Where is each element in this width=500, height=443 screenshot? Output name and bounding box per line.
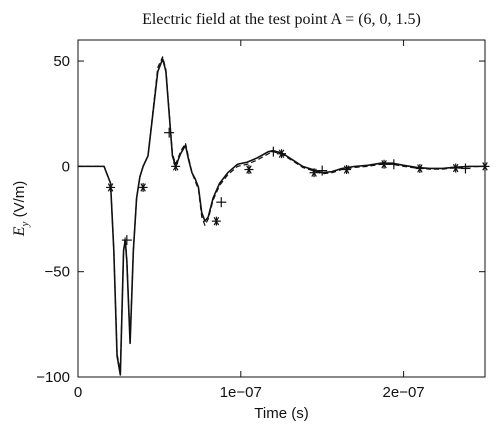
y-tick-label: −100 [36,369,70,386]
y-tick-label: 0 [62,158,70,175]
x-axis-ticks: 0 1e−07 2e−07 [74,40,425,401]
y-tick-label: 50 [53,53,70,70]
plus-marker [268,146,279,157]
star-marker [415,163,425,173]
plus-marker [388,159,399,170]
star-marker [171,161,181,171]
star-marker [309,168,319,178]
star-marker [211,216,221,226]
y-axis-label-main: E [11,226,28,237]
y-axis-label-subscript: y [19,221,31,227]
chart-title: Electric field at the test point A = (6,… [142,11,421,28]
plot-series [78,56,486,376]
x-axis-label: Time (s) [254,405,308,422]
y-axis-label-units: (V/m) [11,181,28,222]
star-marker [480,161,490,171]
plot-frame [77,39,486,378]
star-marker [244,165,254,175]
star-marker [277,149,286,159]
y-axis-ticks: 50 0 −50 −100 [36,53,485,386]
x-tick-label: 2e−07 [383,384,425,401]
plus-marker [216,197,227,208]
plus-marker [121,235,132,246]
star-marker [451,163,461,173]
y-tick-label: −50 [45,264,70,281]
plot-markers [106,127,490,246]
plus-marker [460,163,471,174]
star-marker [379,159,389,169]
star-marker [138,182,148,192]
plus-marker [317,165,328,176]
plus-marker [164,127,175,138]
star-marker [342,165,352,175]
y-axis-label: Ey (V/m) [11,181,31,238]
series-line-dashed [78,56,486,372]
series-line-solid [78,58,485,376]
x-tick-label: 0 [74,384,82,401]
x-tick-label: 1e−07 [220,384,262,401]
star-marker [106,182,116,192]
